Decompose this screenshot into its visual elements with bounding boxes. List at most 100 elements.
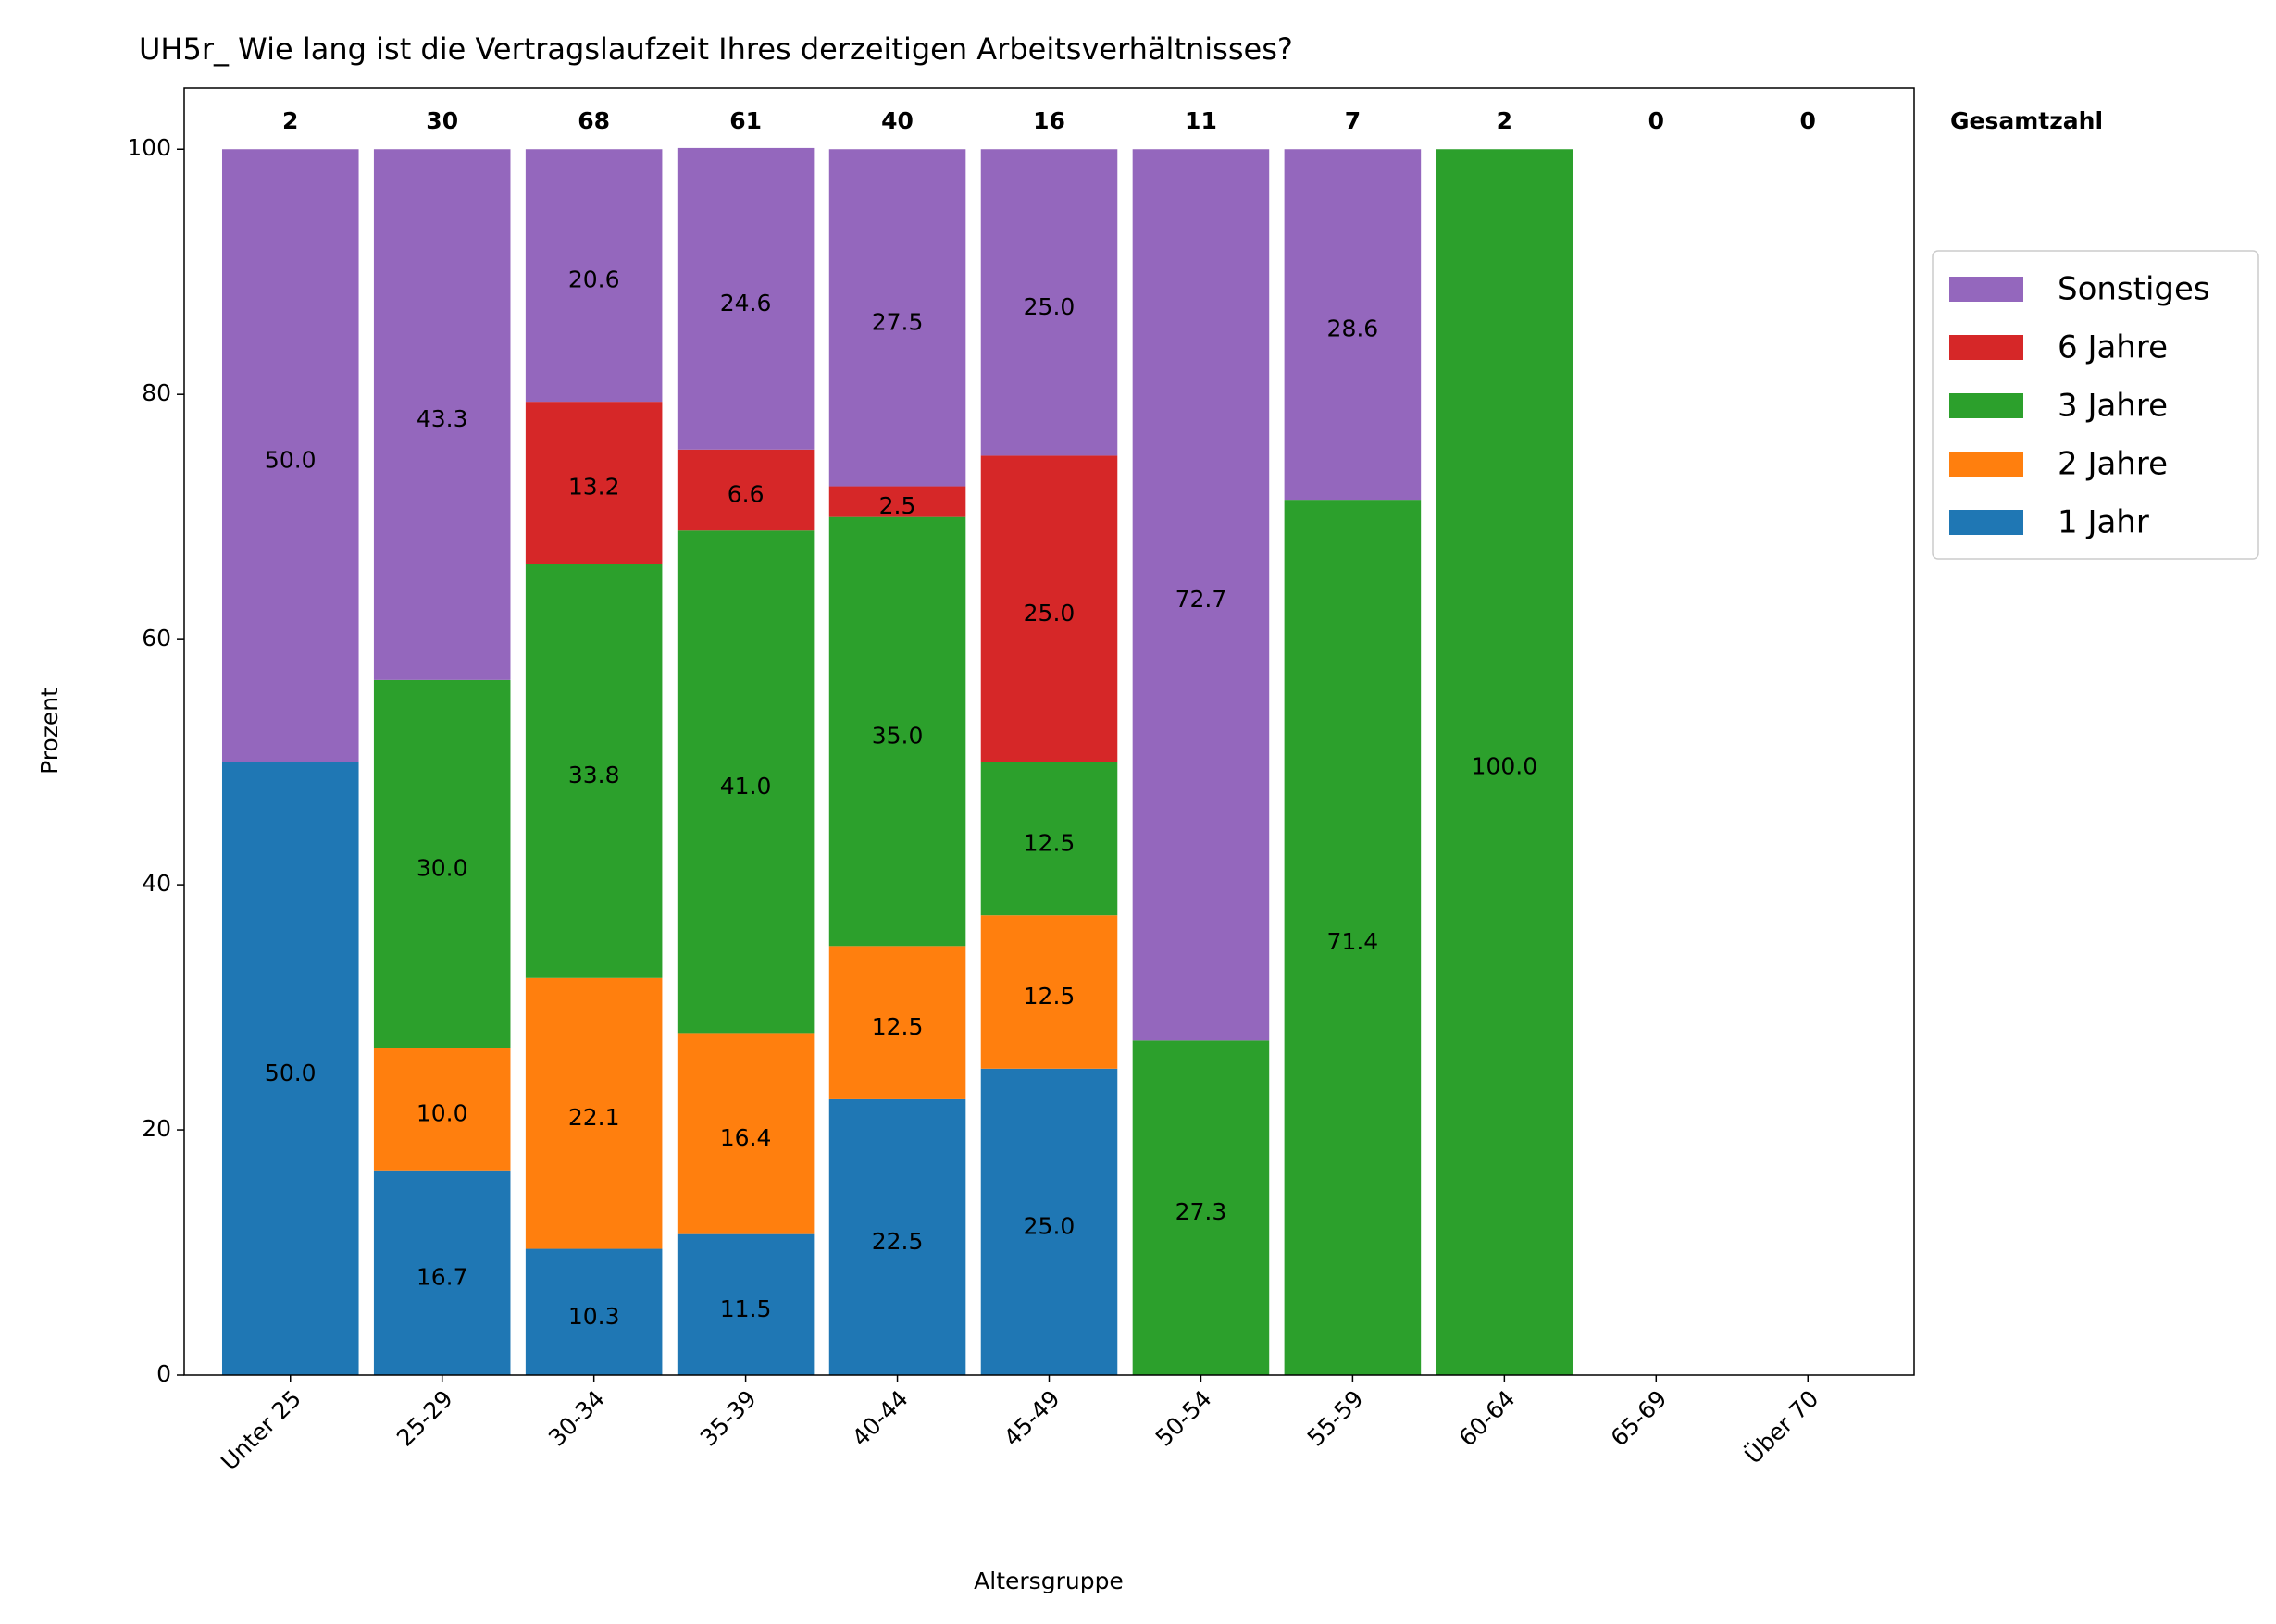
legend-swatch bbox=[1949, 452, 2023, 477]
value-label: 22.5 bbox=[872, 1228, 924, 1255]
bar-segment bbox=[828, 1098, 966, 1375]
bar-segment bbox=[221, 762, 359, 1375]
value-label: 30.0 bbox=[417, 855, 468, 882]
value-label: 41.0 bbox=[720, 773, 772, 800]
bar-segment bbox=[373, 1170, 511, 1375]
total-label: 16 bbox=[1033, 107, 1065, 134]
legend-label: 1 Jahr bbox=[2058, 504, 2149, 541]
value-label: 25.0 bbox=[1024, 1212, 1076, 1239]
chart-title: UH5r_ Wie lang ist die Vertragslaufzeit … bbox=[139, 31, 1293, 67]
y-tick-label: 80 bbox=[142, 379, 171, 406]
value-label: 50.0 bbox=[265, 1060, 317, 1086]
bar-segment bbox=[980, 1068, 1118, 1375]
plot-frame bbox=[183, 87, 1915, 1376]
value-label: 16.4 bbox=[720, 1124, 772, 1151]
bar-segment bbox=[828, 946, 966, 1099]
bar-segment bbox=[221, 149, 359, 762]
value-label: 20.6 bbox=[568, 267, 620, 293]
total-label: 30 bbox=[426, 107, 458, 134]
value-label: 24.6 bbox=[720, 290, 772, 316]
bar-segment bbox=[677, 147, 815, 450]
value-label: 27.5 bbox=[872, 308, 924, 335]
total-label: 2 bbox=[1497, 107, 1512, 134]
legend-swatch bbox=[1949, 277, 2023, 302]
total-label: 68 bbox=[578, 107, 610, 134]
bar-segment bbox=[980, 149, 1118, 456]
y-tick-label: 0 bbox=[156, 1360, 171, 1387]
bar-segment bbox=[980, 762, 1118, 916]
x-tick-label: 60-64 bbox=[1454, 1385, 1521, 1452]
value-label: 6.6 bbox=[728, 481, 765, 508]
x-axis-label: Altersgruppe bbox=[974, 1568, 1124, 1594]
legend-label: 2 Jahre bbox=[2058, 446, 2168, 483]
bar-segment bbox=[525, 1248, 663, 1375]
bar-segment bbox=[373, 679, 511, 1048]
y-tick-label: 60 bbox=[142, 625, 171, 651]
value-label: 35.0 bbox=[872, 723, 924, 750]
bar-segment bbox=[677, 1033, 815, 1234]
y-axis-label: Prozent bbox=[36, 688, 63, 775]
value-label: 12.5 bbox=[872, 1013, 924, 1040]
x-tick-label: 25-29 bbox=[392, 1385, 458, 1452]
y-tick-label: 20 bbox=[142, 1115, 171, 1142]
value-label: 13.2 bbox=[568, 474, 620, 501]
total-label: 0 bbox=[1800, 107, 1816, 134]
bar-segment bbox=[828, 486, 966, 517]
y-tick-label: 100 bbox=[127, 134, 171, 161]
value-label: 72.7 bbox=[1175, 586, 1227, 613]
value-label: 10.3 bbox=[568, 1303, 620, 1330]
value-label: 28.6 bbox=[1327, 316, 1379, 342]
bar-segment bbox=[373, 149, 511, 680]
bar-segment bbox=[525, 149, 663, 403]
x-tick-label: 30-34 bbox=[543, 1385, 610, 1452]
bar-segment bbox=[1132, 1040, 1270, 1375]
legend-label: 6 Jahre bbox=[2058, 329, 2168, 366]
value-label: 27.3 bbox=[1175, 1198, 1227, 1225]
value-label: 12.5 bbox=[1024, 829, 1076, 856]
value-label: 25.0 bbox=[1024, 600, 1076, 626]
legend-label: 3 Jahre bbox=[2058, 388, 2168, 425]
bar-segment bbox=[1284, 149, 1422, 501]
x-tick-label: 45-49 bbox=[999, 1385, 1065, 1452]
totals-heading: Gesamtzahl bbox=[1950, 107, 2103, 134]
value-label: 50.0 bbox=[265, 446, 317, 473]
value-label: 11.5 bbox=[720, 1295, 772, 1322]
legend-box bbox=[1932, 250, 2259, 560]
total-label: 2 bbox=[282, 107, 298, 134]
value-label: 71.4 bbox=[1327, 928, 1379, 955]
x-tick-label: Unter 25 bbox=[216, 1385, 306, 1476]
legend-label: Sonstiges bbox=[2058, 271, 2210, 308]
legend-swatch bbox=[1949, 510, 2023, 535]
bar-segment bbox=[525, 564, 663, 978]
bar-segment bbox=[677, 530, 815, 1034]
x-tick-label: Über 70 bbox=[1739, 1385, 1823, 1469]
total-label: 0 bbox=[1648, 107, 1664, 134]
total-label: 61 bbox=[729, 107, 762, 134]
bar-segment bbox=[980, 455, 1118, 762]
value-label: 33.8 bbox=[568, 762, 620, 788]
bar-segment bbox=[677, 449, 815, 531]
value-label: 43.3 bbox=[417, 405, 468, 432]
value-label: 2.5 bbox=[879, 492, 916, 519]
bar-segment bbox=[525, 402, 663, 564]
value-label: 12.5 bbox=[1024, 983, 1076, 1010]
bar-segment bbox=[1436, 149, 1573, 1376]
x-tick-label: 35-39 bbox=[695, 1385, 762, 1452]
x-tick-label: 50-54 bbox=[1150, 1385, 1217, 1452]
x-tick-label: 40-44 bbox=[847, 1385, 914, 1452]
bar-segment bbox=[980, 915, 1118, 1069]
legend-swatch bbox=[1949, 335, 2023, 360]
total-label: 40 bbox=[881, 107, 914, 134]
bar-segment bbox=[828, 516, 966, 947]
bar-segment bbox=[373, 1048, 511, 1171]
bar-segment bbox=[1284, 500, 1422, 1375]
bar-segment bbox=[677, 1233, 815, 1375]
total-label: 11 bbox=[1185, 107, 1217, 134]
value-label: 25.0 bbox=[1024, 293, 1076, 320]
bar-segment bbox=[1132, 149, 1270, 1041]
value-label: 10.0 bbox=[417, 1100, 468, 1127]
x-tick-label: 65-69 bbox=[1606, 1385, 1673, 1452]
bar-segment bbox=[525, 977, 663, 1249]
value-label: 22.1 bbox=[568, 1104, 620, 1131]
